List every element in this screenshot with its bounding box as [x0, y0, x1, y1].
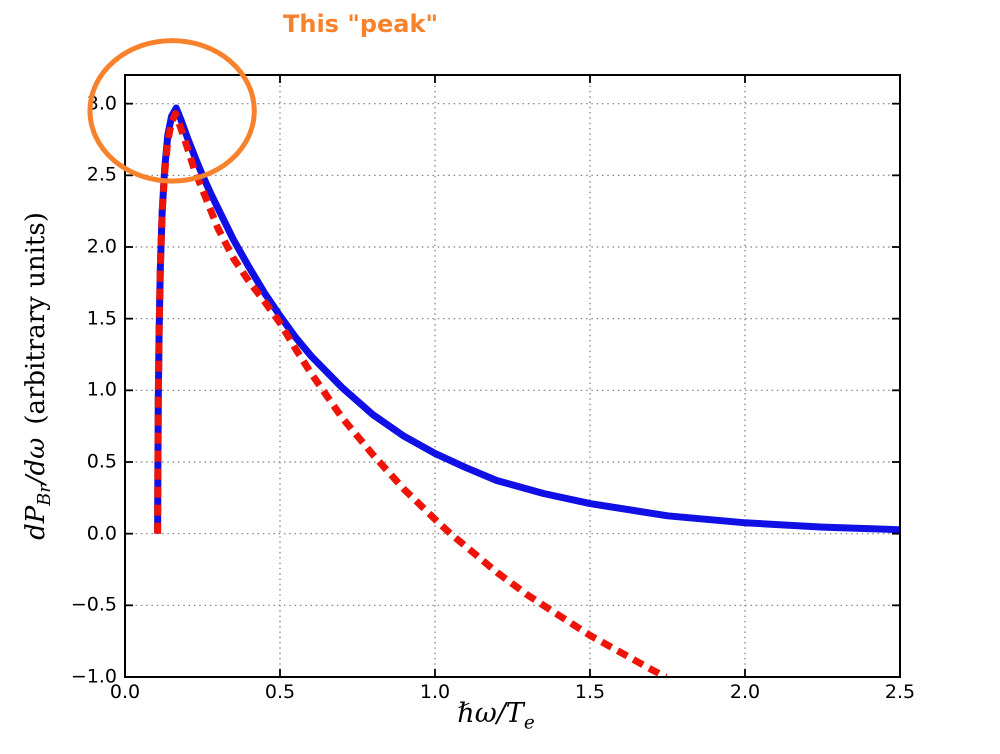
y-tick-label-2: 2.0 [86, 235, 117, 258]
y-label-dP: dP [20, 505, 51, 540]
x-tick-label-2.5: 2.5 [884, 681, 916, 703]
blue-solid-curve [154, 104, 900, 534]
curves [154, 104, 900, 677]
y-tick-label-3: 3.0 [86, 92, 117, 115]
red-dashed-curve [154, 110, 668, 677]
y-tick-label--0.5: −0.5 [70, 593, 117, 616]
x-tick-label-1: 1.0 [419, 681, 451, 703]
y-label-units: (arbitrary units) [20, 212, 51, 438]
y-tick-label-0: 0.0 [86, 522, 117, 545]
y-tick-label-1.5: 1.5 [86, 307, 117, 330]
plot-frame [124, 74, 901, 678]
y-label-sub-Br: Br [35, 484, 56, 506]
x-label-sub-e: e [523, 712, 535, 734]
tick-marks [124, 75, 901, 678]
y-tick-label-1: 1.0 [86, 378, 117, 401]
peak-annotation-text: This "peak" [283, 10, 438, 38]
x-tick-label-2: 2.0 [729, 681, 761, 703]
x-tick-label-0.5: 0.5 [264, 681, 296, 703]
y-label-domega: /dω [20, 437, 51, 485]
x-label-hw-over-T: ℏω/T [457, 698, 524, 729]
y-tick-label-2.5: 2.5 [86, 163, 117, 186]
x-axis-label: ℏω/Te [457, 698, 534, 733]
x-tick-label-0: 0.0 [109, 681, 141, 703]
y-tick-label-0.5: 0.5 [86, 450, 117, 473]
y-tick-label--1: −1.0 [70, 665, 117, 688]
grid-lines [125, 75, 900, 677]
y-axis-label: dPBr/dω (arbitrary units) [21, 212, 55, 540]
x-tick-label-1.5: 1.5 [574, 681, 606, 703]
